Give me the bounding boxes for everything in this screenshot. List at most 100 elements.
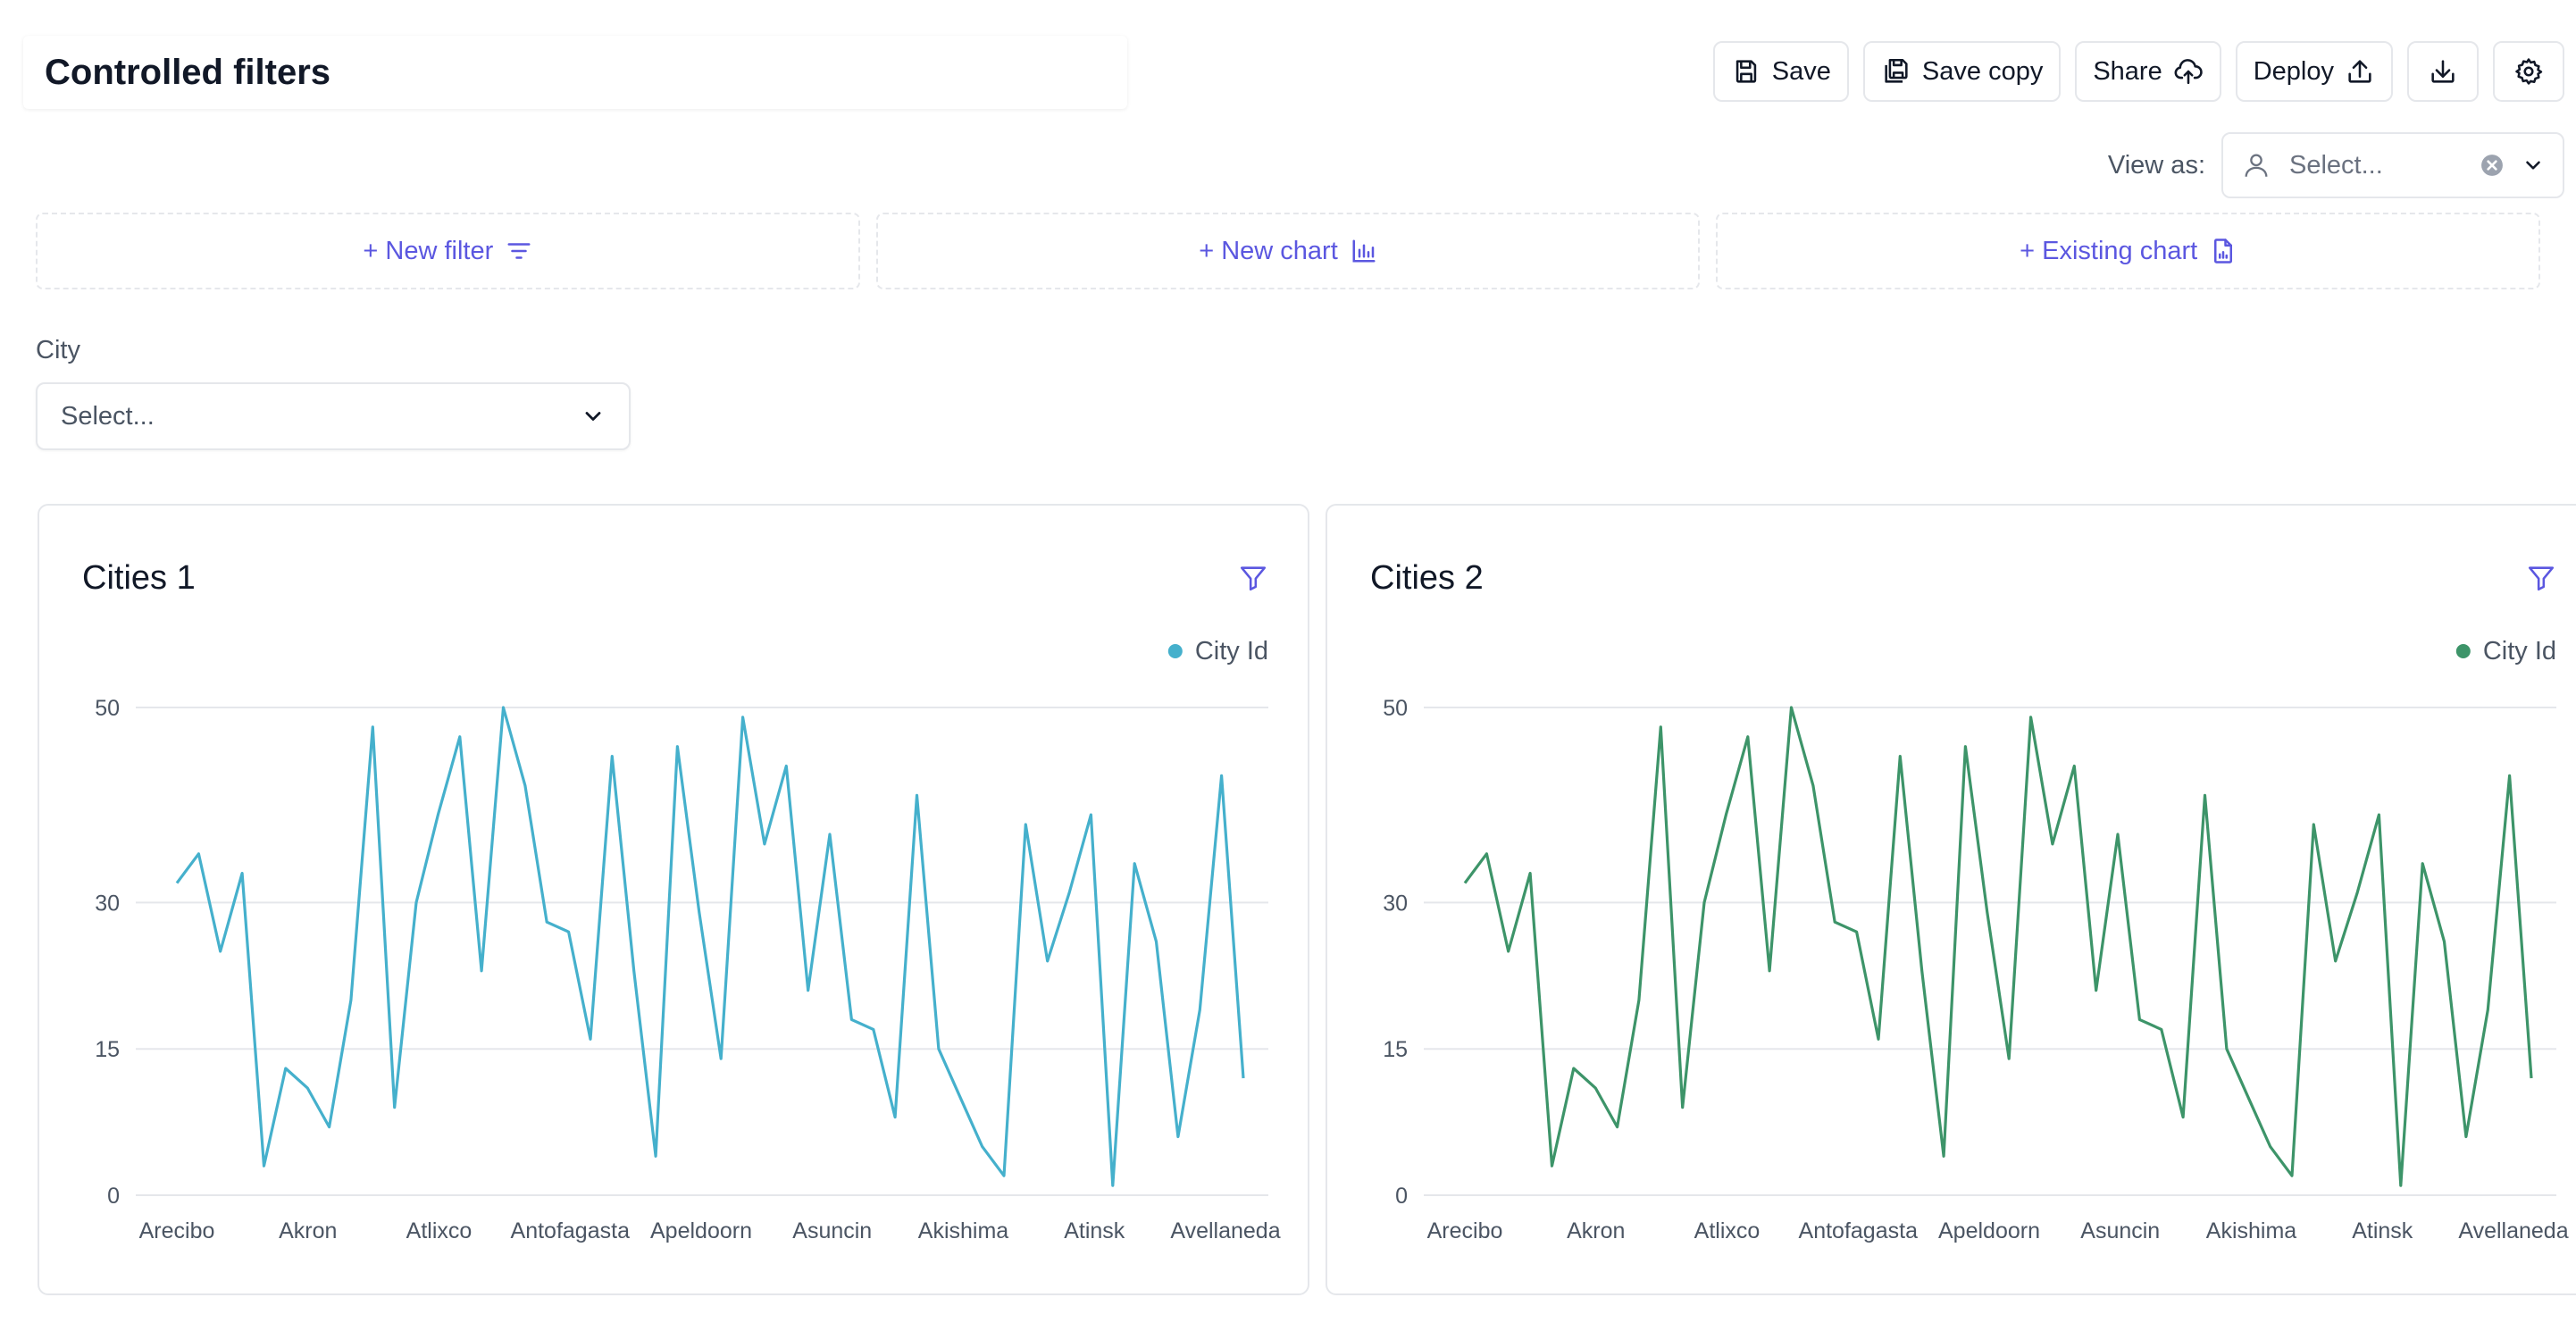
- series-line: [175, 706, 1245, 1187]
- new-chart-label: + New chart: [1199, 236, 1338, 265]
- clear-icon[interactable]: [2480, 154, 2504, 177]
- new-filter-button[interactable]: + New filter: [36, 213, 860, 289]
- data-point: [1067, 891, 1071, 894]
- data-point: [2072, 765, 2076, 768]
- dashboard-title-box[interactable]: Controlled filters: [23, 36, 1127, 109]
- data-point: [1198, 1009, 1201, 1012]
- data-point: [284, 1067, 288, 1070]
- bar-chart-icon: [1352, 239, 1376, 263]
- new-filter-label: + New filter: [363, 236, 494, 265]
- data-point: [328, 1126, 331, 1129]
- data-point: [371, 725, 374, 729]
- save-copy-label: Save copy: [1921, 56, 2044, 86]
- data-point: [632, 969, 636, 973]
- chevron-down-icon[interactable]: [2522, 154, 2545, 177]
- data-point: [2137, 1017, 2141, 1021]
- data-point: [958, 1096, 962, 1100]
- data-point: [807, 989, 810, 992]
- deploy-button[interactable]: Deploy: [2235, 41, 2393, 102]
- data-point: [937, 1047, 941, 1051]
- city-filter-label: City: [36, 336, 80, 364]
- share-label: Share: [2093, 56, 2162, 86]
- x-tick-label: Asuncin: [792, 1218, 872, 1243]
- data-point: [2399, 1184, 2403, 1187]
- data-point: [2029, 716, 2033, 719]
- settings-button[interactable]: [2493, 41, 2564, 102]
- x-tick-label: Akron: [279, 1218, 337, 1243]
- y-tick-label: 50: [95, 696, 120, 721]
- data-point: [1681, 1106, 1685, 1109]
- data-point: [2007, 1057, 2011, 1060]
- data-point: [1242, 1076, 1245, 1080]
- data-point: [2377, 813, 2380, 816]
- data-point: [1002, 1174, 1006, 1177]
- data-point: [2421, 862, 2424, 866]
- data-point: [1790, 706, 1794, 709]
- save-label: Save: [1771, 56, 1831, 86]
- chart-card-cities-2[interactable]: 0 15 30 50 Arecibo Akron Atlixco Antofagasta Ape…: [1326, 504, 2576, 1295]
- data-point: [1133, 862, 1136, 866]
- existing-chart-button[interactable]: + Existing chart: [1716, 213, 2541, 289]
- data-point: [2203, 793, 2206, 797]
- data-point: [849, 1017, 853, 1021]
- data-point: [1637, 999, 1641, 1002]
- x-tick-label: Arecibo: [139, 1218, 215, 1243]
- data-point: [981, 1144, 984, 1148]
- download-button[interactable]: [2407, 41, 2479, 102]
- data-point: [2225, 1047, 2229, 1051]
- data-point: [1528, 872, 1532, 875]
- x-tick-label: Apeldoorn: [1938, 1218, 2040, 1243]
- data-point: [1768, 969, 1771, 973]
- view-as-select[interactable]: Select...: [2221, 132, 2564, 198]
- data-point: [1833, 920, 1836, 924]
- x-tick-label: Arecibo: [1427, 1218, 1503, 1243]
- data-point: [763, 842, 766, 846]
- data-point: [2181, 1116, 2185, 1119]
- data-point: [414, 900, 418, 904]
- data-point: [610, 755, 614, 758]
- data-point: [1485, 852, 1488, 856]
- data-point: [502, 706, 506, 709]
- save-button[interactable]: Save: [1712, 41, 1849, 102]
- data-point: [1550, 1164, 1553, 1168]
- data-point: [2464, 1134, 2468, 1138]
- data-point: [175, 882, 179, 885]
- data-point: [872, 1027, 875, 1031]
- x-tick-label: Asuncin: [2080, 1218, 2160, 1243]
- chart-card-cities-1[interactable]: 0 15 30 50 Arecibo Akron Atlixco Antofagasta Ape…: [38, 504, 1309, 1295]
- funnel-icon[interactable]: [1238, 563, 1268, 593]
- page-title: Controlled filters: [45, 52, 331, 92]
- data-point: [2051, 842, 2054, 846]
- view-as-label: View as:: [2107, 150, 2205, 180]
- data-point: [262, 1164, 265, 1168]
- city-filter-select[interactable]: Select...: [36, 382, 631, 450]
- x-tick-label: Akishima: [918, 1218, 1009, 1243]
- x-tick-label: Antofagasta: [1799, 1218, 1919, 1243]
- funnel-icon[interactable]: [2526, 563, 2556, 593]
- data-point: [2269, 1144, 2272, 1148]
- data-point: [2355, 891, 2359, 894]
- x-tick-label: Atinsk: [1064, 1218, 1125, 1243]
- save-copy-icon: [1885, 58, 1908, 83]
- data-point: [2486, 1009, 2489, 1012]
- save-copy-button[interactable]: Save copy: [1862, 41, 2062, 102]
- share-button[interactable]: Share: [2075, 41, 2221, 102]
- data-point: [393, 1106, 397, 1109]
- legend-marker: [2455, 644, 2471, 658]
- data-point: [2116, 833, 2120, 836]
- data-point: [1811, 783, 1815, 787]
- data-point: [1089, 813, 1092, 816]
- legend-marker: [1167, 644, 1183, 658]
- data-point: [219, 950, 222, 953]
- data-point: [1155, 940, 1158, 943]
- data-point: [654, 1154, 657, 1158]
- data-point: [1463, 882, 1467, 885]
- data-point: [2443, 940, 2446, 943]
- new-chart-button[interactable]: + New chart: [875, 213, 1701, 289]
- data-point: [1877, 1037, 1880, 1041]
- data-point: [1702, 900, 1706, 904]
- y-tick-label: 15: [95, 1037, 120, 1062]
- x-tick-label: Antofagasta: [511, 1218, 631, 1243]
- legend-label: City Id: [1195, 637, 1268, 666]
- data-point: [2095, 989, 2098, 992]
